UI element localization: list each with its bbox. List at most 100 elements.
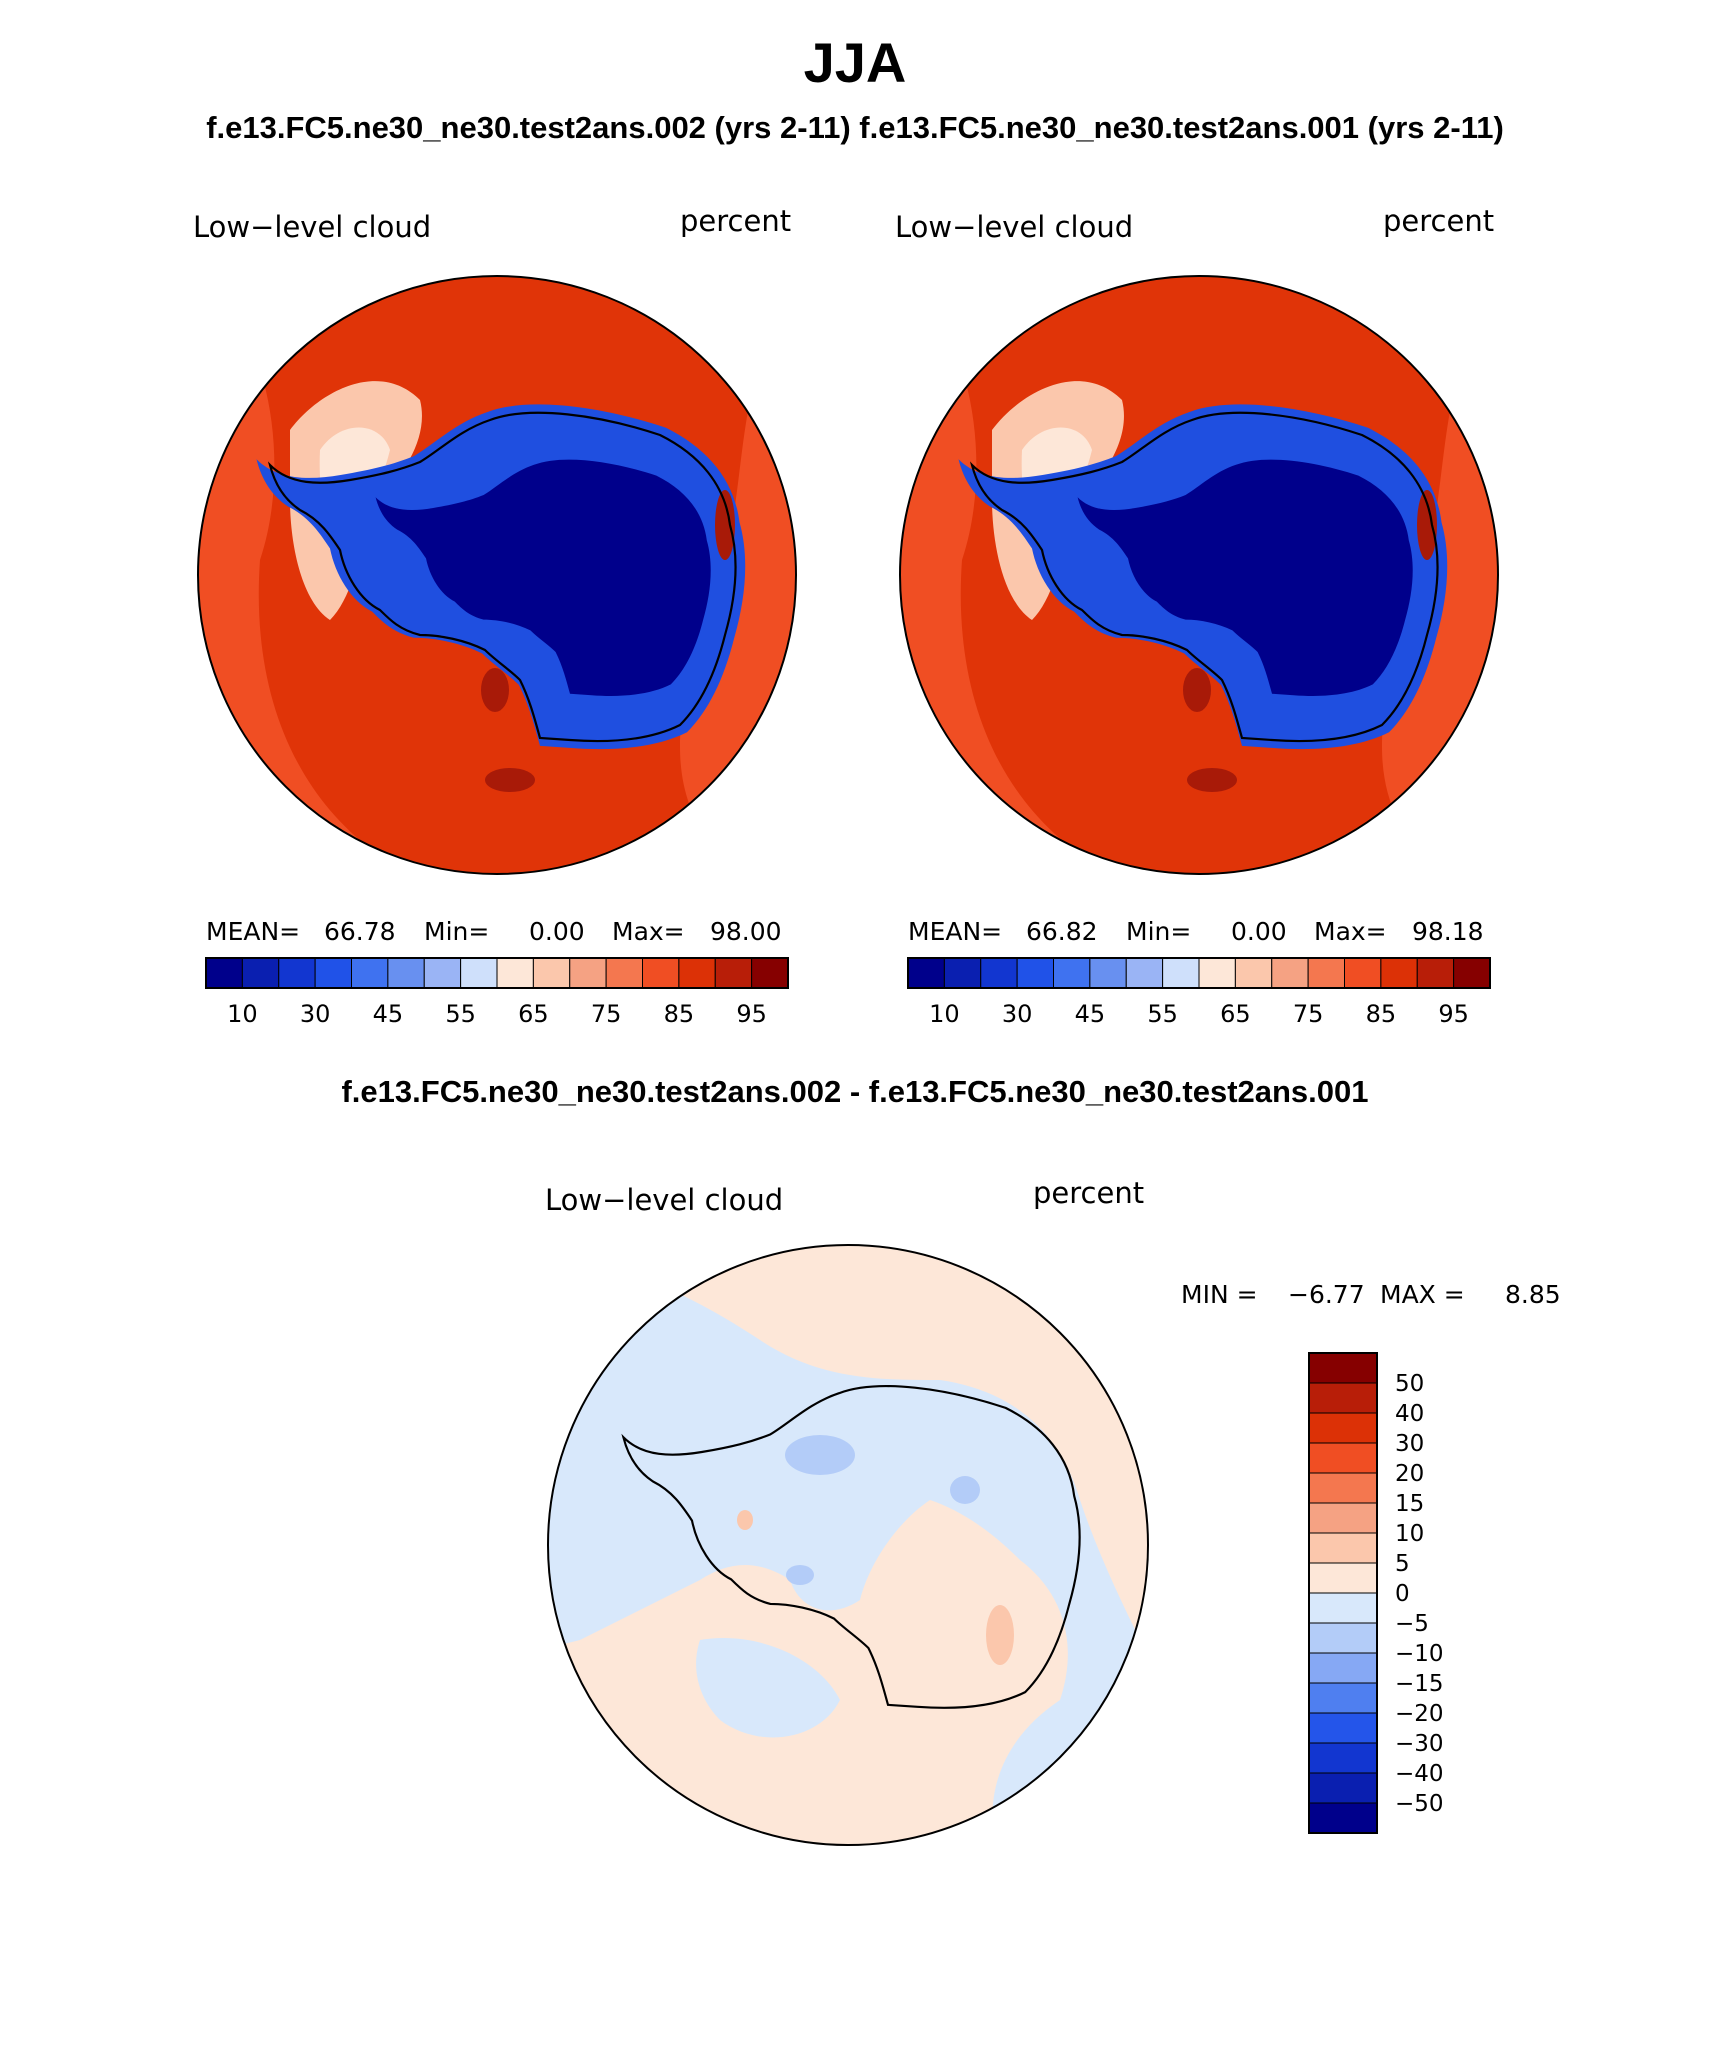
diff-colorbar-swatch — [1308, 1682, 1378, 1714]
map2-colorbar-swatch — [1089, 957, 1127, 989]
map2-colorbar-tick-label: 85 — [1366, 1000, 1397, 1028]
diff-variable-label: Low−level cloud — [545, 1183, 784, 1217]
map1-colorbar-swatch — [278, 957, 316, 989]
map2-colorbar-tick-label: 95 — [1438, 1000, 1469, 1028]
map1-colorbar-tick-label: 75 — [591, 1000, 622, 1028]
diff-colorbar-tick-label: −5 — [1395, 1611, 1429, 1637]
map1-colorbar-swatch — [678, 957, 716, 989]
map1-max-label: Max= — [612, 917, 685, 946]
map1-colorbar-swatch — [714, 957, 753, 989]
map2-colorbar-tick-label: 65 — [1220, 1000, 1251, 1028]
map1-min-label: Min= — [424, 917, 490, 946]
map2-colorbar-swatch — [1416, 957, 1455, 989]
map2-variable-label: Low−level cloud — [895, 210, 1134, 244]
diff-colorbar-tick-label: 30 — [1395, 1431, 1424, 1457]
diff-blue-patch — [786, 1565, 814, 1585]
map2-colorbar-swatch — [1162, 957, 1200, 989]
diff-colorbar-tick-label: −40 — [1395, 1761, 1444, 1787]
map1-colorbar: 10 30 45 55 65 75 85 95 — [205, 957, 789, 1028]
map1-colorbar-tick-label: 95 — [736, 1000, 767, 1028]
map1-frame — [197, 275, 797, 875]
map1-colorbar-tick-label: 45 — [373, 1000, 404, 1028]
map1-polar-plot — [198, 276, 796, 874]
map1-units-label: percent — [680, 204, 792, 238]
map2-colorbar-tick-label: 75 — [1293, 1000, 1324, 1028]
map2-mean-label: MEAN= — [908, 917, 1003, 946]
map2-polar-plot — [900, 276, 1498, 874]
diff-blue-patch — [785, 1435, 855, 1475]
diff-red-patch — [737, 1510, 753, 1530]
map2-min-value: 0.00 — [1231, 917, 1287, 946]
map2-colorbar-tick-label: 45 — [1075, 1000, 1106, 1028]
diff-colorbar-tick-label: 50 — [1395, 1371, 1424, 1397]
map1-colorbar-swatch — [642, 957, 680, 989]
page-title: JJA — [803, 31, 907, 94]
diff-colorbar-tick-label: 5 — [1395, 1551, 1410, 1577]
map2-mean-value: 66.82 — [1026, 917, 1098, 946]
map2-colorbar-swatch — [1016, 957, 1054, 989]
map2-colorbar-tick-label: 55 — [1147, 1000, 1178, 1028]
diff-colorbar-tick-label: 40 — [1395, 1401, 1424, 1427]
map1-colorbar-tick-label: 85 — [664, 1000, 695, 1028]
map2-colorbar-tick-label: 10 — [929, 1000, 960, 1028]
map1-dark-blob — [485, 768, 535, 792]
map2-colorbar-swatch — [907, 957, 945, 989]
diff-colorbar-swatch — [1308, 1562, 1378, 1594]
map2-colorbar-swatch — [1344, 957, 1382, 989]
map2-colorbar-swatch — [980, 957, 1018, 989]
diff-colorbar-tick-label: −10 — [1395, 1641, 1444, 1667]
diff-colorbar-swatch — [1308, 1412, 1378, 1444]
map2-colorbar-swatch — [943, 957, 982, 989]
map1-colorbar-swatch — [460, 957, 498, 989]
map1-colorbar-swatch — [605, 957, 643, 989]
map1-mean-label: MEAN= — [206, 917, 301, 946]
diff-min-label: MIN = — [1181, 1280, 1258, 1309]
map2-max-value: 98.18 — [1412, 917, 1484, 946]
diff-red-patch — [986, 1605, 1014, 1665]
diff-colorbar-swatch — [1308, 1532, 1378, 1564]
map1-colorbar-frame — [205, 957, 789, 989]
diff-colorbar-tick-label: −15 — [1395, 1671, 1444, 1697]
map1-colorbar-swatch — [387, 957, 425, 989]
diff-colorbar-frame — [1308, 1352, 1378, 1834]
map2-colorbar-swatch — [1380, 957, 1418, 989]
diff-polar-plot — [548, 1245, 1148, 1845]
map2-max-label: Max= — [1314, 917, 1387, 946]
map1-colorbar-tick-label: 30 — [300, 1000, 331, 1028]
map1-colorbar-tick-label: 10 — [227, 1000, 258, 1028]
map2-dark-blob — [1183, 668, 1211, 712]
diff-colorbar-swatch — [1308, 1652, 1378, 1684]
map2-colorbar-swatch — [1271, 957, 1309, 989]
diff-colorbar-tick-label: 10 — [1395, 1521, 1424, 1547]
map2-colorbar-swatch — [1453, 957, 1491, 989]
diff-colorbar-tick-label: 15 — [1395, 1491, 1424, 1517]
map1-colorbar-tick-label: 65 — [518, 1000, 549, 1028]
map2-colorbar: 10 30 45 55 65 75 85 95 — [907, 957, 1491, 1028]
map2-units-label: percent — [1383, 204, 1495, 238]
diff-colorbar-swatch — [1308, 1772, 1378, 1804]
map1-colorbar-swatch — [496, 957, 534, 989]
diff-colorbar-swatch — [1308, 1802, 1378, 1834]
map2-colorbar-swatch — [1053, 957, 1091, 989]
map1-colorbar-swatch — [351, 957, 389, 989]
diff-frame — [547, 1244, 1149, 1846]
diff-negative-region — [548, 1250, 1148, 1845]
map2-frame — [899, 275, 1499, 875]
map1-colorbar-swatch — [532, 957, 571, 989]
diff-colorbar-swatch — [1308, 1382, 1378, 1414]
diff-colorbar-swatch — [1308, 1712, 1378, 1744]
map1-colorbar-swatch — [241, 957, 280, 989]
diff-min-value: −6.77 — [1288, 1280, 1365, 1309]
difference-title: f.e13.FC5.ne30_ne30.test2ans.002 - f.e13… — [341, 1074, 1369, 1109]
diff-colorbar-swatch — [1308, 1352, 1378, 1384]
map2-colorbar-swatch — [1198, 957, 1236, 989]
diff-colorbar-swatch — [1308, 1472, 1378, 1504]
diff-colorbar-tick-label: 20 — [1395, 1461, 1424, 1487]
map1-colorbar-swatch — [569, 957, 607, 989]
diff-units-label: percent — [1033, 1176, 1145, 1210]
diff-negative-region — [696, 1638, 840, 1738]
map1-mean-value: 66.78 — [324, 917, 396, 946]
diff-colorbar-swatch — [1308, 1742, 1378, 1774]
